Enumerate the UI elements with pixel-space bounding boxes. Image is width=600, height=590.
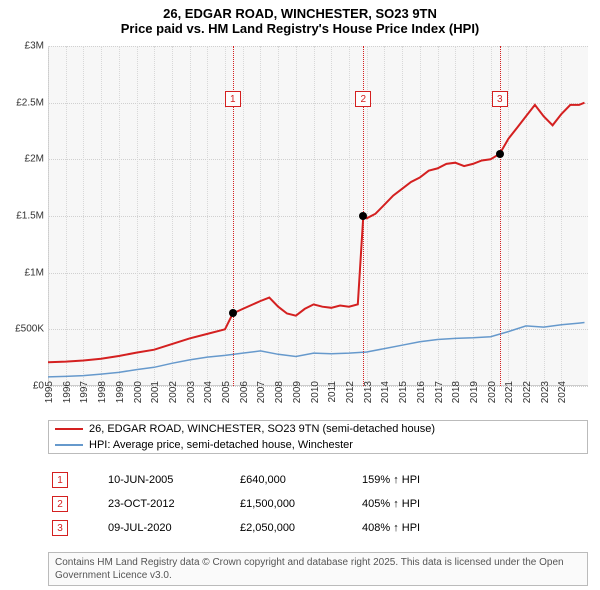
x-tick-label: 2013 bbox=[363, 381, 374, 403]
x-tick-label: 2012 bbox=[345, 381, 356, 403]
events-table: 1 10-JUN-2005 £640,000 159% ↑ HPI 2 23-OCT-20… bbox=[48, 468, 588, 540]
sale-dot bbox=[496, 150, 504, 158]
legend-swatch bbox=[55, 444, 83, 446]
legend-row: 26, EDGAR ROAD, WINCHESTER, SO23 9TN (se… bbox=[49, 421, 587, 437]
x-tick-label: 1999 bbox=[115, 381, 126, 403]
event-number-box: 3 bbox=[52, 520, 68, 536]
event-date: 09-JUL-2020 bbox=[108, 522, 228, 534]
event-row: 2 23-OCT-2012 £1,500,000 405% ↑ HPI bbox=[48, 492, 588, 516]
x-tick-label: 2003 bbox=[186, 381, 197, 403]
y-tick-label: £1M bbox=[6, 267, 44, 278]
event-pct: 405% ↑ HPI bbox=[362, 498, 492, 510]
x-tick-label: 1998 bbox=[97, 381, 108, 403]
chart-plot-area: 123 £0£500K£1M£1.5M£2M£2.5M£3M 199519961… bbox=[48, 46, 588, 386]
x-tick-label: 2021 bbox=[504, 381, 515, 403]
x-tick-label: 2014 bbox=[380, 381, 391, 403]
event-price: £2,050,000 bbox=[240, 522, 350, 534]
event-number-box: 1 bbox=[52, 472, 68, 488]
x-tick-label: 2011 bbox=[327, 381, 338, 403]
y-tick-label: £0 bbox=[6, 381, 44, 392]
legend-row: HPI: Average price, semi-detached house,… bbox=[49, 437, 587, 453]
y-tick-label: £1.5M bbox=[6, 211, 44, 222]
x-tick-label: 2022 bbox=[522, 381, 533, 403]
x-tick-label: 2020 bbox=[487, 381, 498, 403]
sale-dot bbox=[229, 309, 237, 317]
x-tick-label: 2019 bbox=[469, 381, 480, 403]
event-marker-box: 1 bbox=[225, 91, 241, 107]
x-tick-label: 2017 bbox=[434, 381, 445, 403]
sale-dot bbox=[359, 212, 367, 220]
event-pct: 408% ↑ HPI bbox=[362, 522, 492, 534]
event-marker-box: 3 bbox=[492, 91, 508, 107]
x-tick-label: 2010 bbox=[310, 381, 321, 403]
event-date: 10-JUN-2005 bbox=[108, 474, 228, 486]
x-tick-label: 2023 bbox=[540, 381, 551, 403]
chart-title-line2: Price paid vs. HM Land Registry's House … bbox=[0, 21, 600, 40]
x-tick-label: 1997 bbox=[79, 381, 90, 403]
x-tick-label: 2008 bbox=[274, 381, 285, 403]
x-tick-label: 2007 bbox=[256, 381, 267, 403]
x-tick-label: 2018 bbox=[451, 381, 462, 403]
event-marker-box: 2 bbox=[355, 91, 371, 107]
y-tick-label: £500K bbox=[6, 324, 44, 335]
y-tick-label: £2.5M bbox=[6, 97, 44, 108]
x-tick-label: 2000 bbox=[133, 381, 144, 403]
x-tick-label: 2005 bbox=[221, 381, 232, 403]
legend-box: 26, EDGAR ROAD, WINCHESTER, SO23 9TN (se… bbox=[48, 420, 588, 454]
event-number-box: 2 bbox=[52, 496, 68, 512]
y-tick-label: £3M bbox=[6, 41, 44, 52]
x-tick-label: 2009 bbox=[292, 381, 303, 403]
footer-attribution: Contains HM Land Registry data © Crown c… bbox=[48, 552, 588, 586]
x-tick-label: 2024 bbox=[557, 381, 568, 403]
event-row: 1 10-JUN-2005 £640,000 159% ↑ HPI bbox=[48, 468, 588, 492]
x-tick-label: 2016 bbox=[416, 381, 427, 403]
hpi-line bbox=[48, 323, 585, 377]
legend-swatch bbox=[55, 428, 83, 430]
event-price: £640,000 bbox=[240, 474, 350, 486]
y-tick-label: £2M bbox=[6, 154, 44, 165]
x-tick-label: 2006 bbox=[239, 381, 250, 403]
legend-label: 26, EDGAR ROAD, WINCHESTER, SO23 9TN (se… bbox=[89, 423, 435, 435]
event-pct: 159% ↑ HPI bbox=[362, 474, 492, 486]
event-row: 3 09-JUL-2020 £2,050,000 408% ↑ HPI bbox=[48, 516, 588, 540]
x-tick-label: 2001 bbox=[150, 381, 161, 403]
price-paid-line bbox=[48, 103, 585, 363]
x-tick-label: 2015 bbox=[398, 381, 409, 403]
event-price: £1,500,000 bbox=[240, 498, 350, 510]
x-tick-label: 1995 bbox=[44, 381, 55, 403]
x-tick-label: 2002 bbox=[168, 381, 179, 403]
chart-title-line1: 26, EDGAR ROAD, WINCHESTER, SO23 9TN bbox=[0, 0, 600, 21]
event-date: 23-OCT-2012 bbox=[108, 498, 228, 510]
legend-label: HPI: Average price, semi-detached house,… bbox=[89, 439, 353, 451]
x-tick-label: 2004 bbox=[203, 381, 214, 403]
x-tick-label: 1996 bbox=[62, 381, 73, 403]
